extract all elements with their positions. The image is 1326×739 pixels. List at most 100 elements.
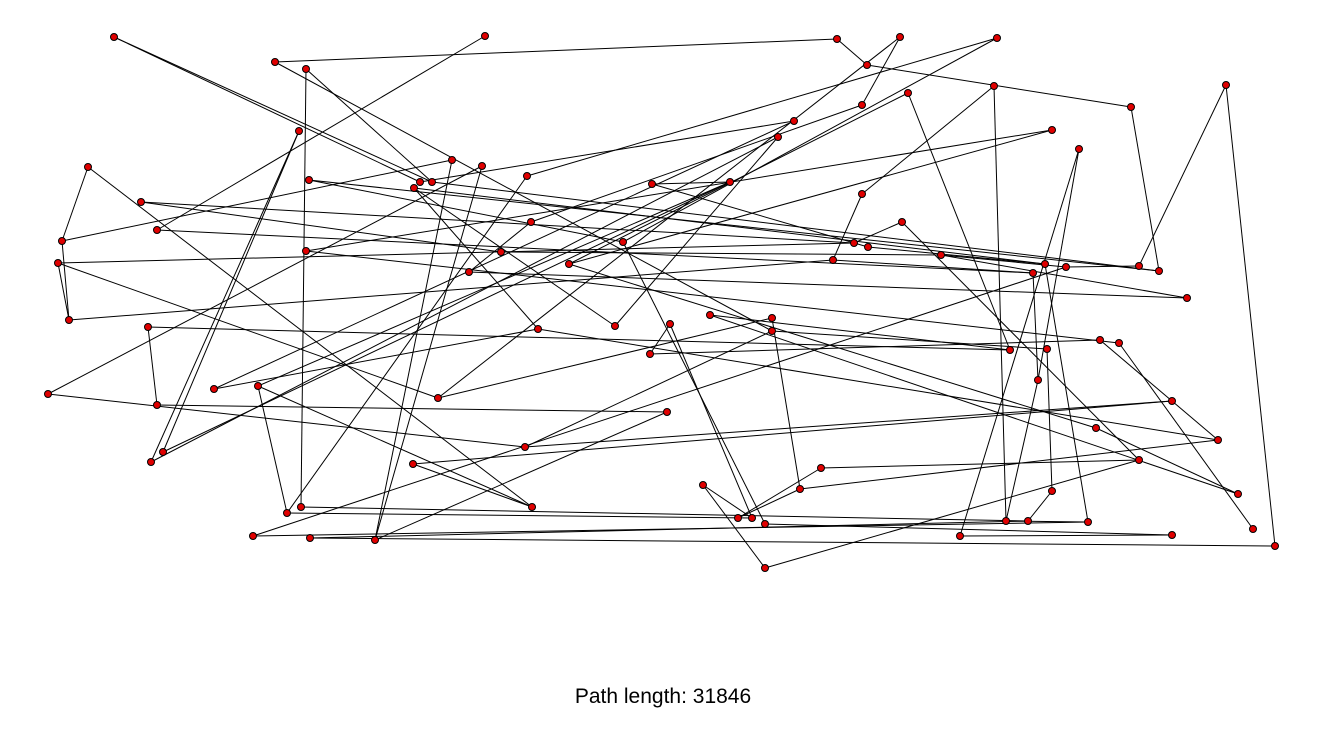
tour-edge	[702, 484, 766, 569]
tour-edge	[57, 242, 855, 264]
city-node	[761, 520, 769, 528]
city-node	[1096, 336, 1104, 344]
tour-edge	[286, 512, 753, 519]
tour-edge	[867, 246, 1046, 265]
tour-edge	[213, 120, 795, 390]
path-length-value: 31846	[692, 685, 752, 708]
city-node	[137, 198, 145, 206]
city-node	[898, 218, 906, 226]
city-node	[863, 61, 871, 69]
city-node	[1222, 81, 1230, 89]
city-node	[768, 327, 776, 335]
tour-edge	[431, 181, 1160, 272]
city-node	[1062, 263, 1070, 271]
tour-edge	[140, 201, 855, 244]
city-node	[1168, 531, 1176, 539]
tour-edge	[57, 262, 439, 399]
tour-edge	[537, 328, 1219, 441]
city-node	[147, 458, 155, 466]
tour-edge	[47, 393, 526, 448]
tour-edge	[413, 187, 616, 327]
city-node	[153, 226, 161, 234]
city-node	[254, 382, 262, 390]
city-node	[1135, 262, 1143, 270]
tour-edge	[1225, 84, 1276, 547]
city-node	[521, 443, 529, 451]
tour-edge	[68, 259, 834, 321]
tour-edge	[568, 92, 909, 265]
tour-edge	[651, 181, 731, 185]
tour-edge	[568, 129, 1053, 265]
city-node	[864, 243, 872, 251]
tour-edge	[1130, 106, 1160, 272]
city-node	[465, 268, 473, 276]
tour-edge	[413, 187, 539, 330]
tour-edge	[412, 400, 1173, 465]
city-node	[993, 34, 1001, 42]
city-node	[409, 460, 417, 468]
city-node	[774, 133, 782, 141]
tour-edge	[1118, 342, 1254, 530]
city-node	[990, 82, 998, 90]
city-node	[699, 481, 707, 489]
tour-edge	[530, 104, 863, 223]
tour-edge	[500, 251, 942, 256]
tour-edge	[702, 484, 753, 519]
city-node	[1041, 260, 1049, 268]
city-node	[1127, 103, 1135, 111]
city-node	[523, 172, 531, 180]
city-node	[858, 190, 866, 198]
city-node	[1271, 542, 1279, 550]
tour-edge	[156, 404, 668, 413]
tour-edge	[150, 130, 300, 463]
city-node	[734, 514, 742, 522]
tour-edge	[622, 37, 998, 243]
tour-edge	[286, 175, 528, 514]
city-node	[528, 503, 536, 511]
city-node	[110, 33, 118, 41]
tour-edge	[1046, 348, 1053, 492]
city-node	[829, 256, 837, 264]
tour-edge	[1099, 339, 1219, 441]
tour-edge	[861, 36, 901, 106]
tour-edge	[737, 467, 822, 519]
city-node	[1048, 487, 1056, 495]
city-node	[497, 248, 505, 256]
city-node	[611, 322, 619, 330]
tour-edge	[836, 38, 868, 66]
city-node	[768, 314, 776, 322]
tour-edge	[61, 240, 70, 321]
city-node	[790, 117, 798, 125]
tour-edge	[162, 181, 731, 453]
city-node	[478, 162, 486, 170]
tour-edge	[147, 326, 1011, 351]
city-node	[65, 316, 73, 324]
city-node	[817, 464, 825, 472]
tour-edge	[764, 459, 1140, 569]
tour-edge	[213, 328, 539, 390]
city-node	[1249, 525, 1257, 533]
city-node	[1084, 518, 1092, 526]
tour-edge	[524, 330, 773, 448]
tour-edge	[853, 221, 903, 244]
city-node	[646, 350, 654, 358]
path-length-label: Path length:	[574, 685, 687, 708]
city-node	[1029, 269, 1037, 277]
tour-edge	[308, 179, 624, 243]
tour-edge	[771, 330, 1048, 350]
tour-edge	[1095, 427, 1239, 495]
city-node	[748, 514, 756, 522]
tour-edge	[526, 37, 998, 177]
city-node	[706, 311, 714, 319]
tour-edge	[156, 229, 1034, 274]
city-node	[534, 325, 542, 333]
tour-edge	[437, 317, 773, 399]
tour-edge	[669, 323, 753, 519]
city-node	[619, 238, 627, 246]
cities	[44, 32, 1279, 572]
tour-edge	[147, 326, 158, 406]
tour-edge	[57, 262, 70, 321]
tour-edge	[622, 241, 766, 525]
city-node	[210, 385, 218, 393]
tour-edge	[305, 250, 1120, 344]
